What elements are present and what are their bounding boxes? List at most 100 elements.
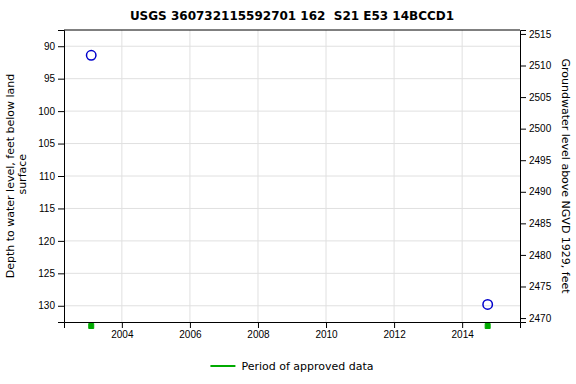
tick: 2495	[520, 155, 552, 166]
chart: 2004 2006 2008 2010 2012 2014 90 95 100 105 110 115…	[0, 0, 576, 384]
tick: 2490	[520, 186, 552, 197]
tick: 110	[39, 171, 64, 182]
legend-item: Period of approved data	[210, 360, 373, 373]
axis-line	[65, 323, 521, 329]
grid-line-y	[64, 143, 520, 144]
marks	[87, 51, 493, 310]
axis-line	[58, 31, 65, 323]
x-axis: 2004 2006 2008 2010 2012 2014	[65, 322, 521, 340]
tick-mark	[520, 223, 526, 224]
tick-label: 2470	[529, 313, 552, 324]
tick-mark	[462, 322, 463, 328]
tick-label: 125	[38, 268, 55, 279]
tick-mark	[520, 192, 526, 193]
tick-label: 100	[38, 106, 55, 117]
tick-label: 105	[38, 138, 55, 149]
y2-axis: 2470 2475 2480 2485 2490 2495 2500 2505 2510 2515	[520, 29, 552, 324]
tick-label: 110	[39, 171, 55, 182]
tick: 2500	[520, 123, 552, 134]
tick: 120	[38, 236, 64, 247]
tick-label: 2480	[529, 250, 552, 261]
tick-label: 2495	[529, 155, 552, 166]
tick-mark	[326, 322, 327, 328]
y-axis-label-line: surface	[16, 154, 29, 198]
tick: 2008	[247, 322, 270, 340]
plot: 2004 2006 2008 2010 2012 2014 90 95 100 105 110 115…	[4, 29, 572, 340]
y-axis-label: Depth to water level, feet below land su…	[4, 74, 29, 279]
tick: 115	[39, 203, 64, 214]
tick-mark	[58, 111, 64, 112]
grid-line-y	[64, 176, 520, 177]
axis-line	[521, 31, 527, 323]
tick-label: 2475	[529, 281, 552, 292]
tick: 2010	[315, 322, 338, 340]
tick-mark	[520, 66, 526, 67]
tick: 2004	[111, 322, 134, 340]
tick-label: 2004	[111, 329, 134, 340]
tick-mark	[520, 34, 526, 35]
tick-mark	[520, 255, 526, 256]
y2-axis-label: Groundwater level above NGVD 1929, feet	[559, 58, 572, 294]
tick: 100	[38, 106, 64, 117]
grid-line-y	[64, 273, 520, 274]
grid-line-y	[64, 305, 520, 306]
tick: 2485	[520, 218, 552, 229]
tick-mark	[58, 46, 64, 47]
tick-mark	[58, 208, 64, 209]
tick-mark	[190, 322, 191, 328]
tick-label: 115	[39, 203, 55, 214]
legend: Period of approved data	[210, 360, 373, 373]
tick-label: 2010	[315, 329, 338, 340]
tick-mark	[520, 286, 526, 287]
tick-mark	[58, 241, 64, 242]
tick-mark	[58, 176, 64, 177]
tick: 2012	[383, 322, 406, 340]
tick-mark	[58, 306, 64, 307]
point	[483, 300, 492, 309]
tick-label: 2014	[452, 329, 475, 340]
tick-mark	[258, 322, 259, 328]
grid	[64, 30, 520, 322]
tick-label: 2505	[529, 92, 552, 103]
tick-label: 2510	[529, 60, 552, 71]
tick-mark	[520, 160, 526, 161]
tick-label: 2490	[529, 186, 552, 197]
tick: 95	[44, 73, 64, 84]
approved-period-marker	[485, 324, 490, 329]
approved-period-marker	[89, 324, 94, 329]
tick-label: 120	[38, 236, 55, 247]
tick: 105	[38, 138, 64, 149]
tick: 125	[38, 268, 64, 279]
tick-label: 90	[44, 41, 56, 52]
grid-line-y	[64, 208, 520, 209]
tick-label: 2485	[529, 218, 552, 229]
marks-below-axis	[89, 324, 490, 329]
tick-label: 2006	[179, 329, 202, 340]
tick: 130	[38, 300, 64, 311]
title: USGS 360732115592701 162 S21 E53 14BCCD1	[130, 9, 454, 23]
plot-frame	[64, 30, 520, 31]
tick: 2510	[520, 60, 552, 71]
grid-line-y	[64, 240, 520, 241]
tick-mark	[58, 79, 64, 80]
tick-mark	[520, 129, 526, 130]
tick-label: 2012	[383, 329, 406, 340]
tick-mark	[394, 322, 395, 328]
tick-label: 2500	[529, 123, 552, 134]
tick: 2475	[520, 281, 552, 292]
tick: 2480	[520, 250, 552, 261]
tick-mark	[58, 273, 64, 274]
tick: 2515	[520, 29, 552, 40]
tick: 2006	[179, 322, 202, 340]
legend-swatch	[210, 365, 235, 367]
tick-mark	[122, 322, 123, 328]
tick-mark	[520, 318, 526, 319]
tick: 2505	[520, 92, 552, 103]
grid-line-y	[64, 111, 520, 112]
grid-line-y	[64, 46, 520, 47]
y-axis: 90 95 100 105 110 115 120 125 130	[38, 31, 64, 323]
tick-label: 95	[44, 73, 56, 84]
legend-label: Period of approved data	[241, 360, 373, 373]
tick-label: 2008	[247, 329, 270, 340]
tick-mark	[520, 97, 526, 98]
